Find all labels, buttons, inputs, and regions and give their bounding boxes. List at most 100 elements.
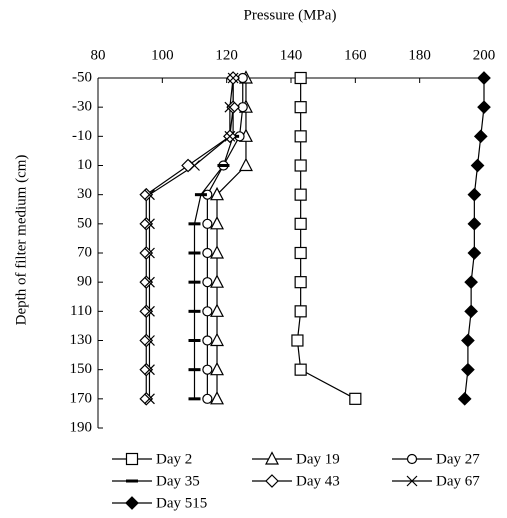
marker xyxy=(144,393,155,405)
marker xyxy=(349,392,362,405)
legend-label: Day 43 xyxy=(296,473,340,489)
marker xyxy=(406,475,418,487)
marker xyxy=(202,306,213,317)
marker xyxy=(467,187,482,202)
marker xyxy=(473,129,488,144)
marker xyxy=(294,159,307,172)
marker xyxy=(125,452,139,466)
y-tick-label: 150 xyxy=(70,361,93,377)
y-tick-label: -10 xyxy=(72,128,92,144)
legend-label: Day 27 xyxy=(436,451,480,467)
marker xyxy=(226,100,240,115)
x-tick-label: 200 xyxy=(473,47,496,63)
marker xyxy=(238,157,253,172)
marker xyxy=(144,218,155,230)
marker xyxy=(210,245,225,259)
legend-item: Day 43 xyxy=(252,473,340,489)
marker xyxy=(144,189,155,201)
marker xyxy=(291,334,304,347)
marker xyxy=(210,303,225,317)
legend-item: Day 67 xyxy=(392,473,480,489)
legend-label: Day 2 xyxy=(156,451,192,467)
marker xyxy=(294,71,307,85)
marker xyxy=(144,247,155,259)
x-axis-title: Pressure (MPa) xyxy=(244,7,337,23)
marker xyxy=(294,101,307,114)
legend-item: Day 35 xyxy=(112,473,200,489)
marker xyxy=(202,247,213,259)
marker xyxy=(294,363,307,376)
marker xyxy=(125,496,139,510)
legend-item: Day 515 xyxy=(112,495,207,511)
marker xyxy=(144,276,155,288)
marker xyxy=(464,304,478,319)
y-axis-title: Depth of filter medium (cm) xyxy=(13,155,29,326)
series-line xyxy=(296,78,356,400)
y-tick-label: 50 xyxy=(77,215,92,231)
legend-item: Day 19 xyxy=(252,451,340,467)
marker xyxy=(406,453,418,465)
marker xyxy=(202,364,213,375)
legend-label: Day 515 xyxy=(156,495,207,511)
y-tick-label: 110 xyxy=(70,303,92,319)
marker xyxy=(181,158,195,173)
marker xyxy=(224,130,236,142)
marker xyxy=(210,391,225,405)
marker xyxy=(294,188,307,201)
marker xyxy=(461,333,475,348)
marker xyxy=(265,474,279,488)
marker xyxy=(139,187,154,202)
marker xyxy=(139,391,154,406)
marker xyxy=(139,304,154,319)
marker xyxy=(265,451,279,465)
y-tick-label: 170 xyxy=(70,390,93,406)
x-tick-label: 80 xyxy=(91,47,106,63)
y-tick-label: 10 xyxy=(77,157,92,173)
marker xyxy=(294,276,307,289)
x-tick-label: 160 xyxy=(344,47,367,63)
marker xyxy=(294,217,307,230)
legend-label: Day 19 xyxy=(296,451,340,467)
marker xyxy=(144,364,155,376)
marker xyxy=(139,246,154,260)
series-line xyxy=(148,77,234,399)
legend-label: Day 35 xyxy=(156,473,200,489)
y-tick-label: 30 xyxy=(77,186,92,202)
y-tick-label: 130 xyxy=(70,332,93,348)
series-line xyxy=(206,78,244,399)
marker xyxy=(144,335,155,346)
marker xyxy=(210,216,225,230)
x-tick-label: 120 xyxy=(215,47,238,63)
y-tick-label: -50 xyxy=(72,69,92,85)
marker xyxy=(457,391,472,406)
marker xyxy=(210,274,225,288)
series-line xyxy=(145,78,234,399)
marker xyxy=(294,305,307,318)
marker xyxy=(464,275,478,290)
marker xyxy=(202,218,213,229)
marker xyxy=(227,72,239,84)
legend-item: Day 2 xyxy=(112,451,192,467)
y-tick-label: 190 xyxy=(70,419,93,435)
marker xyxy=(470,158,485,173)
marker xyxy=(202,393,213,404)
marker xyxy=(461,362,475,377)
marker xyxy=(202,335,213,346)
series-line xyxy=(193,78,234,399)
legend-item: Day 27 xyxy=(392,451,480,467)
marker xyxy=(294,246,307,260)
marker xyxy=(139,333,154,348)
y-tick-label: 70 xyxy=(77,244,92,260)
marker xyxy=(477,71,491,85)
marker xyxy=(189,160,200,171)
marker xyxy=(139,275,154,290)
marker xyxy=(139,362,154,377)
x-tick-label: 180 xyxy=(408,47,431,63)
marker xyxy=(202,277,213,288)
marker xyxy=(210,186,225,201)
marker xyxy=(224,101,236,113)
marker xyxy=(210,332,225,347)
x-tick-label: 140 xyxy=(280,47,303,63)
legend-label: Day 67 xyxy=(436,473,480,489)
